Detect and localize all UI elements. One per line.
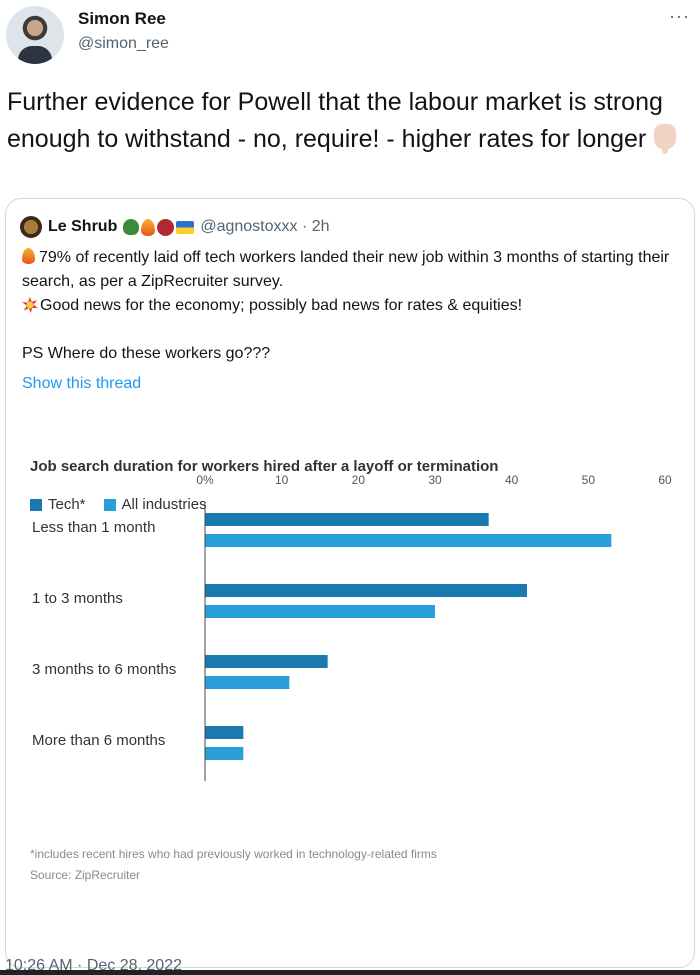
bar-chart: Job search duration for workers hired af… xyxy=(16,447,686,897)
category-label: More than 6 months xyxy=(32,732,165,749)
avatar[interactable] xyxy=(6,6,64,64)
legend-label-all: All industries xyxy=(121,496,207,513)
demon-icon xyxy=(157,218,175,236)
chart-title: Job search duration for workers hired af… xyxy=(30,458,499,475)
legend-swatch-all xyxy=(103,498,116,511)
author-handle[interactable]: @simon_ree xyxy=(78,35,169,52)
bar-all-industries xyxy=(205,747,244,760)
name-emojis xyxy=(123,218,195,236)
divider xyxy=(0,970,700,975)
bar-all-industries xyxy=(205,676,290,689)
quoted-author-name: Le Shrub xyxy=(48,218,118,235)
bar-tech xyxy=(205,726,244,739)
x-tick-label: 0% xyxy=(196,473,214,487)
quoted-tweet-header: Le Shrub @agnostoxxx · 2h xyxy=(20,216,330,238)
quoted-tweet[interactable]: Le Shrub @agnostoxxx · 2h 79% of recentl… xyxy=(5,198,695,968)
tweet-text: Further evidence for Powell that the lab… xyxy=(7,84,697,158)
ukraine-flag-icon xyxy=(176,220,195,234)
quoted-line-2: Good news for the economy; possibly bad … xyxy=(40,297,523,314)
bar-tech xyxy=(205,584,527,597)
quoted-text: 79% of recently laid off tech workers la… xyxy=(22,246,687,396)
x-tick-label: 50 xyxy=(582,473,596,487)
bar-all-industries xyxy=(205,534,612,547)
bar-tech xyxy=(205,655,328,668)
x-tick-label: 10 xyxy=(275,473,289,487)
x-tick-label: 60 xyxy=(658,473,672,487)
show-thread-link[interactable]: Show this thread xyxy=(22,375,142,392)
more-options-icon[interactable]: ··· xyxy=(669,6,690,26)
chart-plot: 0% 10 20 30 40 50 60 Less than 1 month 1 to 3 mo… xyxy=(32,473,672,781)
x-tick-label: 30 xyxy=(428,473,442,487)
chart-footnote: *includes recent hires who had previousl… xyxy=(30,847,437,861)
x-tick-label: 20 xyxy=(352,473,366,487)
chart-legend: Tech* All industries xyxy=(30,496,225,513)
quoted-avatar xyxy=(20,216,42,238)
tweet-text-body: Further evidence for Powell that the lab… xyxy=(7,88,663,153)
category-label: 1 to 3 months xyxy=(32,590,123,607)
bar-all-industries xyxy=(205,605,435,618)
collision-icon xyxy=(22,297,38,313)
tweet-header: Simon Ree @simon_ree ··· xyxy=(0,0,700,74)
bar-tech xyxy=(205,513,489,526)
tree-icon xyxy=(123,219,140,235)
fire-icon xyxy=(141,218,156,236)
category-label: Less than 1 month xyxy=(32,519,155,536)
legend-label-tech: Tech* xyxy=(48,496,86,513)
chart-source: Source: ZipRecruiter xyxy=(30,868,141,882)
quoted-line-1: 79% of recently laid off tech workers la… xyxy=(22,249,670,290)
author-name[interactable]: Simon Ree xyxy=(78,9,166,28)
x-tick-label: 40 xyxy=(505,473,519,487)
quoted-line-3: PS Where do these workers go??? xyxy=(22,345,271,362)
tweet-timestamp[interactable]: 10:26 AM · Dec 28, 2022 xyxy=(5,957,182,974)
pointing-down-icon xyxy=(654,124,677,154)
fire-icon xyxy=(22,248,35,264)
quoted-handle-time: @agnostoxxx · 2h xyxy=(200,218,330,235)
category-label: 3 months to 6 months xyxy=(32,661,176,678)
legend-swatch-tech xyxy=(30,498,42,511)
